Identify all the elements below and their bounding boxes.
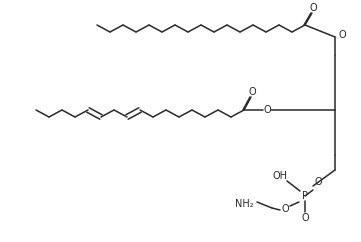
Text: O: O — [314, 177, 322, 187]
Text: NH₂: NH₂ — [235, 199, 253, 209]
Text: O: O — [309, 3, 317, 13]
Text: P: P — [302, 191, 308, 201]
Text: O: O — [263, 105, 271, 115]
Text: O: O — [338, 30, 346, 40]
Text: O: O — [301, 213, 309, 223]
Text: O: O — [248, 87, 256, 97]
Text: O: O — [281, 204, 289, 214]
Text: OH: OH — [273, 171, 287, 181]
